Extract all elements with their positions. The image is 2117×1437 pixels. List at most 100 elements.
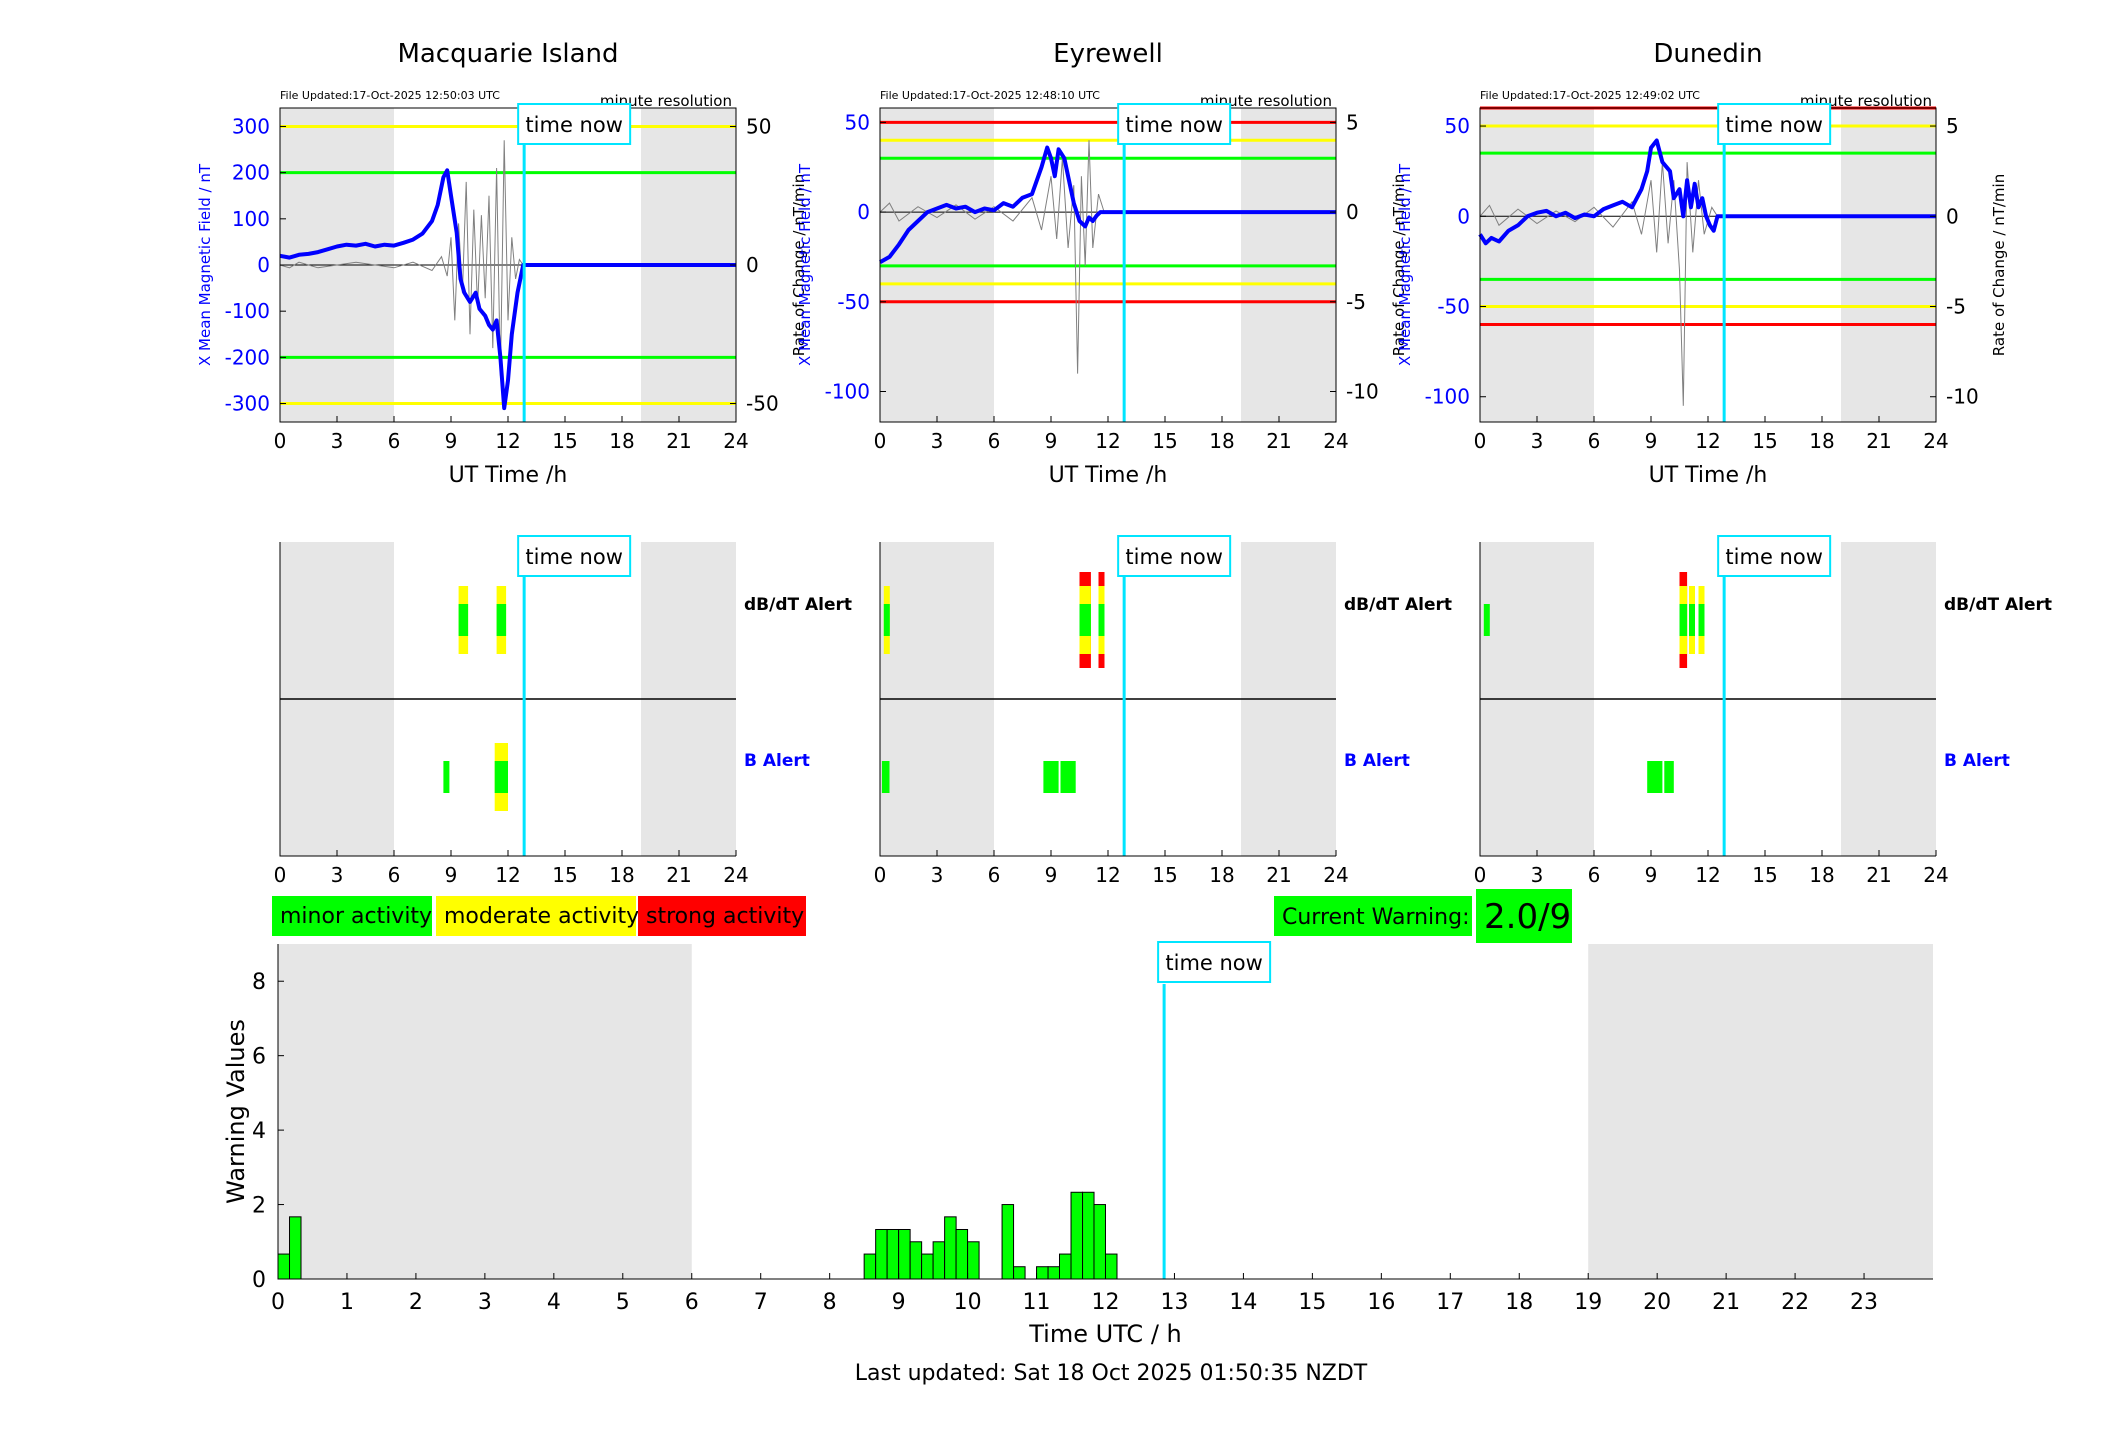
- y-tick-label: 100: [232, 207, 270, 231]
- rate-of-change-trace: [1479, 162, 1718, 406]
- y-axis-label: X Mean Magnetic Field / nT: [1396, 163, 1414, 366]
- x-tick-label: 9: [445, 863, 458, 887]
- x-tick-label: 24: [1923, 863, 1948, 887]
- y-tick-label: 200: [232, 161, 270, 185]
- x-tick-label: 23: [1850, 1290, 1878, 1315]
- x-tick-label: 18: [609, 863, 634, 887]
- x-tick-label: 24: [1923, 429, 1948, 453]
- time-now-label: time now: [1125, 113, 1222, 137]
- y-tick-label: -50: [837, 290, 870, 314]
- y-tick-label: 50: [845, 110, 870, 134]
- x-tick-label: 15: [1298, 1290, 1326, 1315]
- x-tick-label: 18: [609, 429, 634, 453]
- y-tick-label: -50: [1437, 295, 1470, 319]
- time-now-box: [517, 103, 632, 145]
- alert-block-minor: [883, 604, 890, 636]
- time-now-box: [1157, 941, 1272, 983]
- y2-axis-label: Rate of Change / nT/min: [790, 174, 808, 356]
- x-tick-label: 12: [1092, 1290, 1120, 1315]
- x-tick-label: 21: [1712, 1290, 1740, 1315]
- x-tick-label: 7: [754, 1290, 768, 1315]
- y2-axis-label: Rate of Change / nT/min: [1390, 174, 1408, 356]
- time-now-label: time now: [1125, 545, 1222, 569]
- current-warning-value-box: [1476, 889, 1572, 943]
- alert-block-minor: [1664, 761, 1674, 793]
- warning-bar: [898, 1228, 911, 1280]
- y2-tick-label: -5: [1946, 295, 1966, 319]
- night-shade: [1588, 944, 1933, 1279]
- warning-bar: [863, 1253, 877, 1280]
- station-title: Macquarie Island: [397, 39, 618, 69]
- time-now-label: time now: [525, 113, 622, 137]
- alert-block-minor: [1679, 604, 1688, 636]
- file-updated-text: File Updated:17-Oct-2025 12:48:10 UTC: [880, 89, 1100, 102]
- x-tick-label: 13: [1160, 1290, 1188, 1315]
- magnetic-field-trace: [279, 168, 736, 411]
- station-panels: Macquarie Island File Updated:17-Oct-2025…: [196, 39, 2052, 887]
- x-tick-label: 9: [1045, 863, 1058, 887]
- x-tick-label: 24: [723, 863, 748, 887]
- x-tick-label: 24: [1323, 429, 1348, 453]
- warning-bar: [875, 1228, 888, 1280]
- warning-bar: [277, 1253, 290, 1280]
- night-shade: [1841, 108, 1936, 422]
- x-tick-label: 15: [552, 429, 577, 453]
- x-tick-label: 12: [1695, 429, 1720, 453]
- x-tick-label: 0: [274, 429, 287, 453]
- warning-bar: [1047, 1266, 1061, 1280]
- warning-bar: [1001, 1204, 1015, 1280]
- x-tick-label: 10: [954, 1290, 982, 1315]
- warning-bar: [967, 1241, 980, 1280]
- warning-bar: [1013, 1266, 1026, 1280]
- time-now-label: time now: [1165, 951, 1262, 975]
- x-tick-label: 3: [1531, 863, 1544, 887]
- x-tick-label: 4: [547, 1290, 561, 1315]
- x-tick-label: 6: [988, 863, 1001, 887]
- x-axis-label: UT Time /h: [1049, 463, 1168, 488]
- magnetic-field-trace: [1478, 138, 1936, 246]
- last-updated-text: Last updated: Sat 18 Oct 2025 01:50:35 N…: [855, 1361, 1368, 1386]
- x-tick-label: 15: [1152, 429, 1177, 453]
- alert-block-minor: [1483, 604, 1490, 636]
- x-tick-label: 12: [1095, 429, 1120, 453]
- time-now-label: time now: [1725, 113, 1822, 137]
- current-warning-label: Current Warning:: [1282, 905, 1469, 930]
- x-tick-label: 21: [666, 863, 691, 887]
- y-tick-label: 0: [1457, 204, 1470, 228]
- current-warning: Current Warning: 2.0/9: [1274, 889, 1572, 943]
- station-title: Eyrewell: [1053, 39, 1163, 69]
- x-tick-label: 12: [495, 863, 520, 887]
- x-tick-label: 9: [1045, 429, 1058, 453]
- alert-block-minor: [1698, 604, 1705, 636]
- x-tick-label: 3: [1531, 429, 1544, 453]
- x-tick-label: 21: [1266, 429, 1291, 453]
- time-now-box: [1117, 103, 1232, 145]
- x-tick-label: 15: [1752, 429, 1777, 453]
- time-now-label: time now: [1725, 545, 1822, 569]
- x-tick-label: 21: [1866, 429, 1891, 453]
- b-alert-label: B Alert: [744, 751, 810, 771]
- legend-minor-label: minor activity: [280, 904, 432, 929]
- x-tick-label: 12: [495, 429, 520, 453]
- legend-strong-label: strong activity: [646, 904, 804, 929]
- x-tick-label: 18: [1209, 863, 1234, 887]
- time-now-box: [517, 535, 632, 577]
- y2-tick-label: -10: [1346, 379, 1379, 403]
- x-tick-label: 14: [1229, 1290, 1257, 1315]
- x-tick-label: 24: [1323, 863, 1348, 887]
- y-axis-label: Warning Values: [222, 1019, 250, 1204]
- x-tick-label: 6: [988, 429, 1001, 453]
- x-tick-label: 16: [1367, 1290, 1395, 1315]
- dbdt-alert-label: dB/dT Alert: [1344, 595, 1452, 615]
- y-tick-label: 50: [1445, 114, 1470, 138]
- warning-bar: [909, 1241, 923, 1280]
- warning-bar: [921, 1253, 934, 1280]
- warning-bar: [1059, 1253, 1072, 1280]
- y-tick-label: -100: [1425, 385, 1470, 409]
- time-now-box: [1717, 535, 1832, 577]
- y-tick-label: 0: [257, 253, 270, 277]
- y-tick-label: 4: [252, 1119, 266, 1144]
- warning-bar: [1093, 1204, 1106, 1280]
- x-tick-label: 15: [552, 863, 577, 887]
